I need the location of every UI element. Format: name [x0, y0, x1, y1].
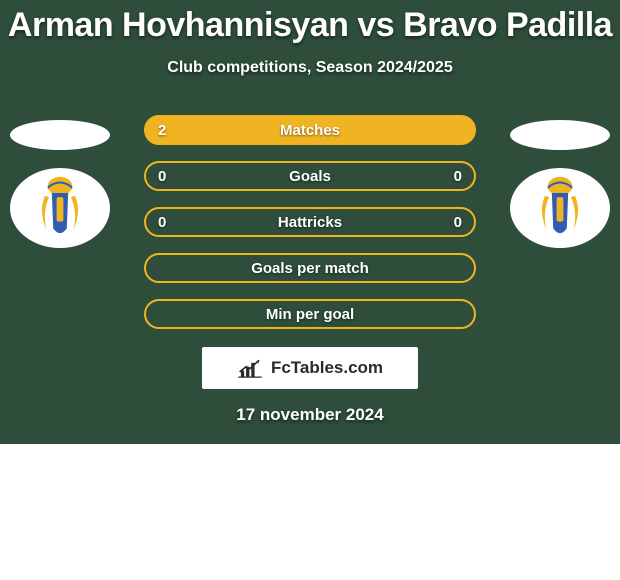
stat-row: 0Hattricks0 — [144, 207, 476, 237]
stat-metric-label: Min per goal — [146, 306, 474, 323]
stat-row: Min per goal — [144, 299, 476, 329]
brand-chart-icon — [237, 357, 263, 379]
brand-text: FcTables.com — [271, 358, 383, 378]
stat-row: Goals per match — [144, 253, 476, 283]
stat-row: 0Goals0 — [144, 161, 476, 191]
stat-metric-label: Goals — [146, 168, 474, 185]
date-text: 17 november 2024 — [0, 405, 620, 425]
subtitle: Club competitions, Season 2024/2025 — [0, 59, 620, 77]
page-title: Arman Hovhannisyan vs Bravo Padilla — [0, 0, 620, 45]
stat-metric-label: Hattricks — [146, 214, 474, 231]
stat-row: 2Matches — [144, 115, 476, 145]
brand-badge: FcTables.com — [202, 347, 418, 389]
stats-rows: 2Matches 0Goals0 0Hattricks0 Goals per matc… — [0, 115, 620, 329]
stat-metric-label: Goals per match — [146, 260, 474, 277]
comparison-card: Arman Hovhannisyan vs Bravo Padilla Club… — [0, 0, 620, 444]
below-spacer — [0, 444, 620, 580]
stat-metric-label: Matches — [146, 122, 474, 139]
